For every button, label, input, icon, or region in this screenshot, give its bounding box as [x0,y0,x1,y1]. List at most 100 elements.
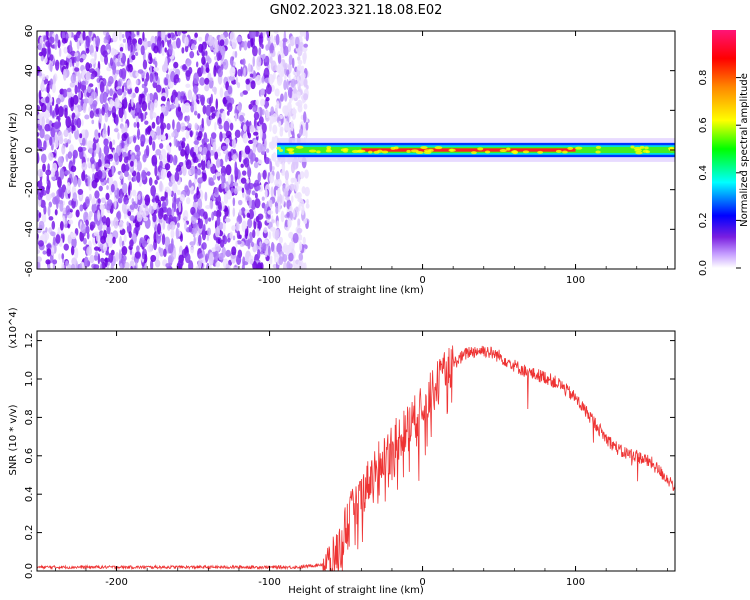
noise-blob [214,56,218,61]
noise-blob [85,70,91,82]
noise-blob [274,179,278,187]
noise-blob [214,242,221,253]
noise-blob [181,31,188,34]
noise-blob [287,101,292,113]
noise-blob [183,210,189,222]
noise-blob [198,218,204,229]
noise-blob [97,253,101,265]
y-tick-label: 0.8 [24,409,35,425]
snr-axis-ticks: -200 -100 0 100 0.0 0.2 0.4 0.6 0.8 1.0 1.2 [24,331,675,588]
noise-blob [84,114,90,120]
noise-blob [228,151,232,158]
noise-blob [240,207,246,216]
noise-blob [265,109,270,118]
noise-blob [37,168,44,178]
noise-blob [289,35,295,47]
noise-blob [295,43,299,49]
noise-blob [172,247,177,260]
noise-blob [110,262,114,269]
signal-core [361,148,576,152]
noise-blob [185,70,191,77]
noise-blob [261,44,264,49]
noise-blob [245,121,250,127]
noise-blob [58,47,62,57]
noise-blob [107,80,112,87]
noise-blob [288,54,293,66]
noise-blob [95,108,100,115]
noise-blob [172,95,176,101]
noise-blob [303,93,309,101]
signal-speck [406,149,411,153]
noise-blob [150,259,154,269]
noise-blob [37,105,40,111]
noise-blob [297,218,301,226]
noise-blob [72,192,78,202]
noise-blob [128,184,131,196]
noise-blob [51,231,56,237]
noise-blob [198,36,203,42]
noise-blob [290,177,295,184]
noise-blob [204,84,210,92]
noise-blob [104,113,109,123]
noise-blob [107,125,110,137]
noise-blob [290,120,294,132]
y-tick-label: 60 [24,25,35,38]
signal-speck [368,150,373,154]
noise-blob [59,167,65,180]
noise-blob [231,138,237,149]
noise-blob [113,190,118,196]
spectrogram-signal-band [276,138,675,162]
noise-blob [121,133,127,142]
signal-speck [537,150,544,154]
noise-blob [201,56,206,65]
noise-blob [205,204,211,210]
noise-blob [71,57,75,67]
noise-blob [109,98,114,109]
noise-blob [296,192,302,200]
noise-blob [44,134,51,141]
noise-blob [248,139,254,145]
noise-blob [235,76,239,86]
noise-blob [177,110,183,121]
noise-blob [166,207,173,217]
noise-blob [191,43,196,49]
y-tick-label: 0 [24,147,35,153]
signal-speck [555,149,562,153]
noise-blob [157,31,160,37]
noise-blob [227,259,233,266]
noise-blob [122,38,127,43]
noise-blob [115,252,120,262]
noise-blob [37,152,40,164]
noise-blob [178,201,182,213]
noise-blob [180,91,185,97]
noise-blob [303,31,307,40]
noise-blob [283,62,288,69]
noise-blob [63,129,69,138]
noise-blob [141,240,148,248]
x-tick-label: -100 [258,577,281,588]
noise-blob [37,256,42,263]
noise-blob [55,103,59,116]
noise-blob [68,219,74,225]
noise-blob [259,185,263,192]
noise-blob [168,43,173,56]
noise-blob [63,138,68,144]
noise-blob [197,99,200,105]
noise-blob [102,243,108,252]
noise-blob [168,243,174,254]
noise-blob [253,111,260,121]
noise-blob [101,197,106,204]
noise-blob [289,87,293,99]
noise-blob [49,136,53,146]
noise-blob [128,231,132,239]
noise-blob [55,59,60,71]
signal-speck [343,149,348,153]
noise-blob [212,174,217,181]
noise-blob [259,128,263,140]
noise-blob [291,243,295,254]
noise-blob [74,84,78,95]
noise-blob [103,123,106,135]
noise-blob [55,234,61,244]
noise-blob [135,102,141,113]
